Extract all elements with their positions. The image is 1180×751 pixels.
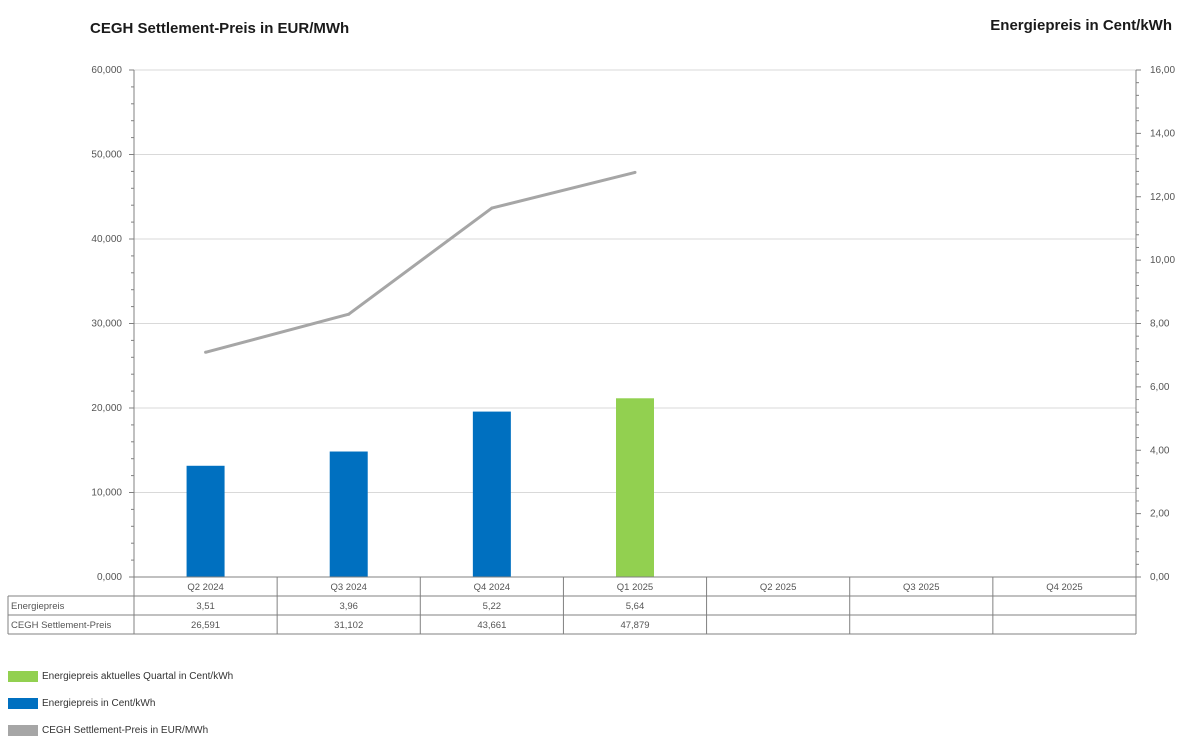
bar-energiepreis [329, 451, 368, 577]
right-axis-tick-label: 8,00 [1150, 319, 1170, 330]
table-row-header: Energiepreis [11, 601, 65, 612]
legend-label: Energiepreis in Cent/kWh [42, 697, 156, 709]
table-category-label: Q4 2024 [474, 582, 510, 593]
left-axis-tick-label: 10,000 [91, 488, 122, 499]
table-category-label: Q2 2025 [760, 582, 796, 593]
table-category-label: Q3 2025 [903, 582, 939, 593]
right-axis-tick-label: 14,00 [1150, 128, 1175, 139]
line-point-cegh [204, 350, 208, 354]
left-axis-title: CEGH Settlement-Preis in EUR/MWh [90, 20, 350, 37]
table-cell-value: 47,879 [620, 620, 649, 631]
line-cegh-settlement-preis [205, 170, 636, 354]
table-category-label: Q2 2024 [187, 582, 223, 593]
legend-swatch-green [8, 670, 38, 682]
bar-energiepreis [186, 465, 225, 577]
bar-energiepreis [472, 411, 511, 577]
table-cell-value: 26,591 [191, 620, 220, 631]
legend: Energiepreis aktuelles Quartal in Cent/k… [8, 670, 233, 751]
table-cell-value: 5,22 [483, 601, 502, 612]
legend-swatch-gray [8, 724, 38, 736]
legend-item-current-quarter: Energiepreis aktuelles Quartal in Cent/k… [8, 670, 233, 682]
line-point-cegh [347, 312, 351, 316]
table-category-label: Q3 2024 [330, 582, 366, 593]
left-axis-tick-label: 50,000 [91, 150, 122, 161]
table-cell-value: 43,661 [477, 620, 506, 631]
left-axis-tick-label: 0,000 [97, 572, 122, 583]
table-category-label: Q4 2025 [1046, 582, 1082, 593]
right-axis-tick-label: 16,00 [1150, 65, 1175, 76]
right-axis-tick-label: 2,00 [1150, 509, 1170, 520]
right-axis-tick-label: 12,00 [1150, 192, 1175, 203]
chart-canvas: 0,000 10,000 20,000 30,000 40,000 50,000 60,00… [7, 65, 1175, 635]
table-cell-value: 5,64 [626, 601, 645, 612]
right-axis-tick-label: 6,00 [1150, 382, 1170, 393]
legend-label: Energiepreis aktuelles Quartal in Cent/k… [42, 670, 234, 682]
right-axis-tick-label: 10,00 [1150, 255, 1175, 266]
table-cell-value: 3,96 [339, 601, 358, 612]
left-axis-tick-label: 30,000 [91, 319, 122, 330]
table-cell-value: 3,51 [196, 601, 215, 612]
left-axis-tick-label: 60,000 [91, 65, 122, 76]
legend-label: CEGH Settlement-Preis in EUR/MWh [42, 724, 209, 736]
legend-item-cegh: CEGH Settlement-Preis in EUR/MWh [8, 724, 233, 736]
legend-item-energiepreis: Energiepreis in Cent/kWh [8, 697, 233, 709]
right-axis-tick-label: 4,00 [1150, 445, 1170, 456]
legend-swatch-blue [8, 697, 38, 709]
right-axis-title: Energiepreis in Cent/kWh [990, 17, 1172, 34]
table-cell-value: 31,102 [334, 620, 363, 631]
line-point-cegh [490, 206, 494, 210]
line-point-cegh [633, 170, 637, 174]
table-category-label: Q1 2025 [617, 582, 653, 593]
table-row-header: CEGH Settlement-Preis [11, 620, 112, 631]
left-axis-tick-label: 40,000 [91, 234, 122, 245]
right-axis-tick-label: 0,00 [1150, 572, 1170, 583]
left-axis-tick-label: 20,000 [91, 403, 122, 414]
bar-energiepreis [616, 398, 654, 577]
